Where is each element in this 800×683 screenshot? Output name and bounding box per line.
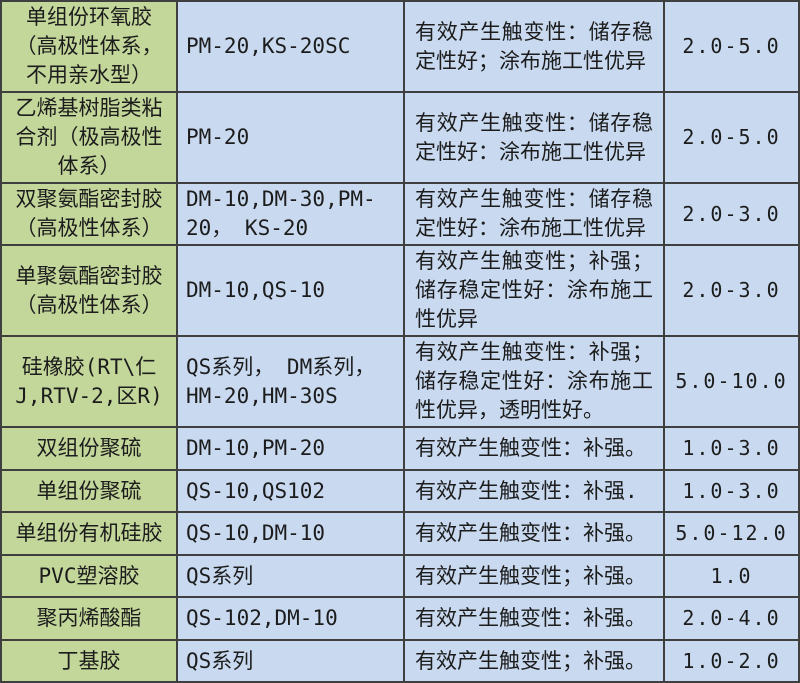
models-cell: QS-10,DM-10 bbox=[176, 511, 405, 556]
models-cell: QS-10,QS102 bbox=[176, 469, 405, 513]
effects-cell: 有效产生触变性：储存稳定性好：涂布施工性优异 bbox=[403, 182, 665, 246]
product-cell: 硅橡胶(RT\仁J,RTV-2,区R) bbox=[0, 335, 178, 428]
table-row: 单聚氨酯密封胶（高极性体系） DM-10,QS-10 有效产生触变性；补强；储存… bbox=[0, 244, 800, 337]
dosage-cell: 5.0-10.0 bbox=[663, 335, 800, 428]
dosage-cell: 2.0-5.0 bbox=[663, 91, 800, 184]
effects-cell: 有效产生触变性；补强；储存稳定性好：涂布施工性优异 bbox=[403, 244, 665, 337]
dosage-cell: 1.0-3.0 bbox=[663, 469, 800, 513]
product-cell: 丁基胶 bbox=[0, 639, 178, 683]
effects-cell: 有效产生触变性；补强。 bbox=[403, 554, 665, 598]
models-cell: QS-102,DM-10 bbox=[176, 596, 405, 641]
effects-cell: 有效产生触变性；补强。 bbox=[403, 639, 665, 683]
models-cell: QS系列 bbox=[176, 639, 405, 683]
dosage-cell: 1.0-3.0 bbox=[663, 426, 800, 471]
table-row: 丁基胶 QS系列 有效产生触变性；补强。 1.0-2.0 bbox=[0, 639, 800, 683]
product-cell: 双聚氨酯密封胶（高极性体系） bbox=[0, 182, 178, 246]
product-cell: 聚丙烯酸酯 bbox=[0, 596, 178, 641]
product-cell: 单组份有机硅胶 bbox=[0, 511, 178, 556]
effects-cell: 有效产生触变性：储存稳定性好；涂布施工性优异 bbox=[403, 0, 665, 93]
product-cell: 单组份环氧胶（高极性体系，不用亲水型） bbox=[0, 0, 178, 93]
table-row: PVC塑溶胶 QS系列 有效产生触变性；补强。 1.0 bbox=[0, 554, 800, 598]
table-row: 双聚氨酯密封胶（高极性体系） DM-10,DM-30,PM-20， KS-20 … bbox=[0, 182, 800, 246]
product-cell: 单组份聚硫 bbox=[0, 469, 178, 513]
dosage-cell: 2.0-3.0 bbox=[663, 182, 800, 246]
dosage-cell: 1.0-2.0 bbox=[663, 639, 800, 683]
product-cell: 乙烯基树脂类粘合剂（极高极性体系） bbox=[0, 91, 178, 184]
effects-cell: 有效产生触变性：补强；储存稳定性好：涂布施工性优异，透明性好。 bbox=[403, 335, 665, 428]
dosage-cell: 2.0-3.0 bbox=[663, 244, 800, 337]
effects-cell: 有效产生触变性：补强。 bbox=[403, 426, 665, 471]
table-row: 单组份环氧胶（高极性体系，不用亲水型） PM-20,KS-20SC 有效产生触变… bbox=[0, 0, 800, 93]
table-row: 硅橡胶(RT\仁J,RTV-2,区R) QS系列， DM系列，HM-20,HM-… bbox=[0, 335, 800, 428]
models-cell: DM-10,QS-10 bbox=[176, 244, 405, 337]
effects-cell: 有效产生触变性：补强。 bbox=[403, 596, 665, 641]
effects-cell: 有效产生触变性：补强。 bbox=[403, 511, 665, 556]
table-row: 单组份聚硫 QS-10,QS102 有效产生触变性：补强. 1.0-3.0 bbox=[0, 469, 800, 513]
product-cell: 双组份聚硫 bbox=[0, 426, 178, 471]
models-cell: QS系列， DM系列，HM-20,HM-30S bbox=[176, 335, 405, 428]
table-row: 聚丙烯酸酯 QS-102,DM-10 有效产生触变性：补强。 2.0-4.0 bbox=[0, 596, 800, 641]
dosage-cell: 2.0-5.0 bbox=[663, 0, 800, 93]
table-row: 单组份有机硅胶 QS-10,DM-10 有效产生触变性：补强。 5.0-12.0 bbox=[0, 511, 800, 556]
models-cell: DM-10,DM-30,PM-20， KS-20 bbox=[176, 182, 405, 246]
models-cell: QS系列 bbox=[176, 554, 405, 598]
effects-cell: 有效产生触变性：补强. bbox=[403, 469, 665, 513]
effects-cell: 有效产生触变性：储存稳定性好：涂布施工性优异 bbox=[403, 91, 665, 184]
models-cell: PM-20 bbox=[176, 91, 405, 184]
product-cell: PVC塑溶胶 bbox=[0, 554, 178, 598]
table-row: 乙烯基树脂类粘合剂（极高极性体系） PM-20 有效产生触变性：储存稳定性好：涂… bbox=[0, 91, 800, 184]
table-row: 双组份聚硫 DM-10,PM-20 有效产生触变性：补强。 1.0-3.0 bbox=[0, 426, 800, 471]
dosage-cell: 5.0-12.0 bbox=[663, 511, 800, 556]
dosage-cell: 1.0 bbox=[663, 554, 800, 598]
dosage-cell: 2.0-4.0 bbox=[663, 596, 800, 641]
product-cell: 单聚氨酯密封胶（高极性体系） bbox=[0, 244, 178, 337]
models-cell: PM-20,KS-20SC bbox=[176, 0, 405, 93]
models-cell: DM-10,PM-20 bbox=[176, 426, 405, 471]
